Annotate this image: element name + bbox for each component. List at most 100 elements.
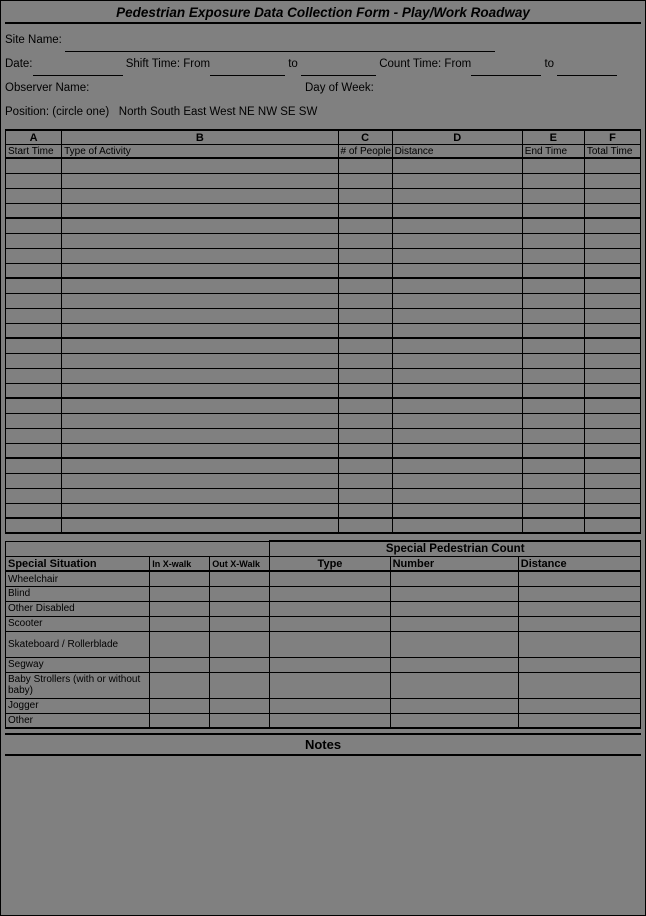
cell[interactable] (150, 586, 210, 601)
cell[interactable] (338, 263, 392, 278)
cell[interactable] (150, 616, 210, 631)
cell[interactable] (392, 518, 522, 533)
cell[interactable] (338, 503, 392, 518)
cell[interactable] (518, 616, 640, 631)
cell[interactable] (210, 601, 270, 616)
cell[interactable] (338, 413, 392, 428)
cell[interactable] (210, 657, 270, 672)
cell[interactable] (522, 503, 584, 518)
cell[interactable] (392, 308, 522, 323)
cell[interactable] (390, 672, 518, 698)
cell[interactable] (150, 601, 210, 616)
cell[interactable] (390, 616, 518, 631)
cell[interactable] (392, 353, 522, 368)
cell[interactable] (522, 518, 584, 533)
cell[interactable] (6, 488, 62, 503)
cell[interactable] (518, 698, 640, 713)
cell[interactable] (522, 248, 584, 263)
cell[interactable] (392, 428, 522, 443)
cell[interactable] (338, 233, 392, 248)
cell[interactable] (62, 518, 338, 533)
cell[interactable] (6, 278, 62, 293)
cell[interactable] (392, 368, 522, 383)
cell[interactable] (390, 657, 518, 672)
cell[interactable] (6, 218, 62, 233)
cell[interactable] (522, 413, 584, 428)
cell[interactable] (522, 293, 584, 308)
cell[interactable] (390, 713, 518, 728)
cell[interactable] (62, 323, 338, 338)
cell[interactable] (518, 601, 640, 616)
cell[interactable] (6, 308, 62, 323)
cell[interactable] (522, 338, 584, 353)
cell[interactable] (392, 473, 522, 488)
cell[interactable] (6, 383, 62, 398)
cell[interactable] (522, 353, 584, 368)
cell[interactable] (390, 586, 518, 601)
cell[interactable] (270, 601, 390, 616)
cell[interactable] (584, 173, 640, 188)
cell[interactable] (390, 601, 518, 616)
cell[interactable] (338, 173, 392, 188)
cell[interactable] (150, 657, 210, 672)
cell[interactable] (584, 263, 640, 278)
cell[interactable] (338, 293, 392, 308)
cell[interactable] (584, 308, 640, 323)
cell[interactable] (210, 713, 270, 728)
cell[interactable] (522, 488, 584, 503)
cell[interactable] (522, 263, 584, 278)
cell[interactable] (338, 368, 392, 383)
cell[interactable] (584, 443, 640, 458)
cell[interactable] (6, 338, 62, 353)
cell[interactable] (338, 338, 392, 353)
cell[interactable] (392, 323, 522, 338)
cell[interactable] (392, 233, 522, 248)
cell[interactable] (150, 631, 210, 657)
cell[interactable] (6, 158, 62, 173)
cell[interactable] (584, 368, 640, 383)
cell[interactable] (584, 383, 640, 398)
cell[interactable] (392, 338, 522, 353)
cell[interactable] (62, 503, 338, 518)
cell[interactable] (62, 173, 338, 188)
cell[interactable] (584, 353, 640, 368)
cell[interactable] (338, 218, 392, 233)
cell[interactable] (518, 631, 640, 657)
cell[interactable] (338, 203, 392, 218)
cell[interactable] (338, 398, 392, 413)
cell[interactable] (584, 218, 640, 233)
cell[interactable] (338, 188, 392, 203)
cell[interactable] (584, 293, 640, 308)
cell[interactable] (584, 503, 640, 518)
cell[interactable] (270, 631, 390, 657)
cell[interactable] (62, 233, 338, 248)
cell[interactable] (210, 586, 270, 601)
cell[interactable] (392, 458, 522, 473)
cell[interactable] (62, 428, 338, 443)
cell[interactable] (522, 158, 584, 173)
cell[interactable] (338, 443, 392, 458)
cell[interactable] (62, 263, 338, 278)
cell[interactable] (392, 413, 522, 428)
cell[interactable] (518, 586, 640, 601)
cell[interactable] (338, 383, 392, 398)
cell[interactable] (6, 323, 62, 338)
cell[interactable] (518, 672, 640, 698)
cell[interactable] (522, 188, 584, 203)
cell[interactable] (6, 248, 62, 263)
cell[interactable] (522, 203, 584, 218)
cell[interactable] (62, 443, 338, 458)
cell[interactable] (522, 473, 584, 488)
cell[interactable] (150, 713, 210, 728)
cell[interactable] (338, 308, 392, 323)
cell[interactable] (62, 308, 338, 323)
cell[interactable] (584, 248, 640, 263)
cell[interactable] (6, 368, 62, 383)
cell[interactable] (522, 428, 584, 443)
cell[interactable] (584, 413, 640, 428)
cell[interactable] (522, 218, 584, 233)
cell[interactable] (522, 233, 584, 248)
cell[interactable] (338, 518, 392, 533)
cell[interactable] (390, 631, 518, 657)
cell[interactable] (522, 398, 584, 413)
